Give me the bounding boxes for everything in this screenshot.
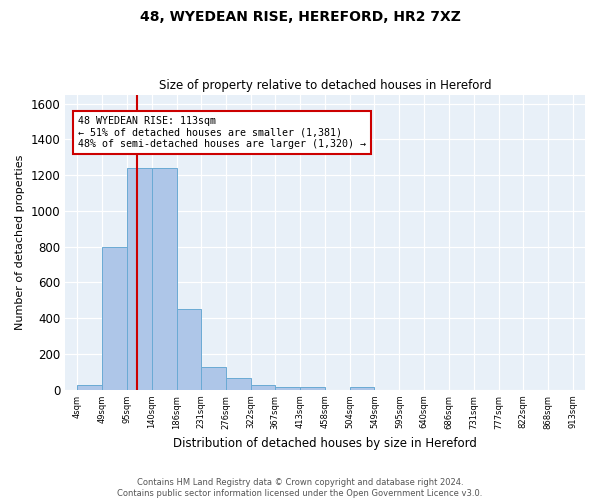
Bar	[275, 387, 300, 390]
Bar	[77, 386, 102, 390]
Bar	[127, 168, 152, 390]
Bar	[226, 378, 251, 390]
X-axis label: Distribution of detached houses by size in Hereford: Distribution of detached houses by size …	[173, 437, 477, 450]
Bar	[102, 246, 127, 390]
Text: 48 WYEDEAN RISE: 113sqm
← 51% of detached houses are smaller (1,381)
48% of semi: 48 WYEDEAN RISE: 113sqm ← 51% of detache…	[78, 116, 366, 149]
Title: Size of property relative to detached houses in Hereford: Size of property relative to detached ho…	[159, 79, 491, 92]
Bar	[152, 168, 176, 390]
Bar	[176, 310, 201, 390]
Bar	[300, 387, 325, 390]
Text: 48, WYEDEAN RISE, HEREFORD, HR2 7XZ: 48, WYEDEAN RISE, HEREFORD, HR2 7XZ	[140, 10, 460, 24]
Bar	[350, 387, 374, 390]
Bar	[201, 366, 226, 390]
Text: Contains HM Land Registry data © Crown copyright and database right 2024.
Contai: Contains HM Land Registry data © Crown c…	[118, 478, 482, 498]
Bar	[251, 386, 275, 390]
Y-axis label: Number of detached properties: Number of detached properties	[15, 154, 25, 330]
